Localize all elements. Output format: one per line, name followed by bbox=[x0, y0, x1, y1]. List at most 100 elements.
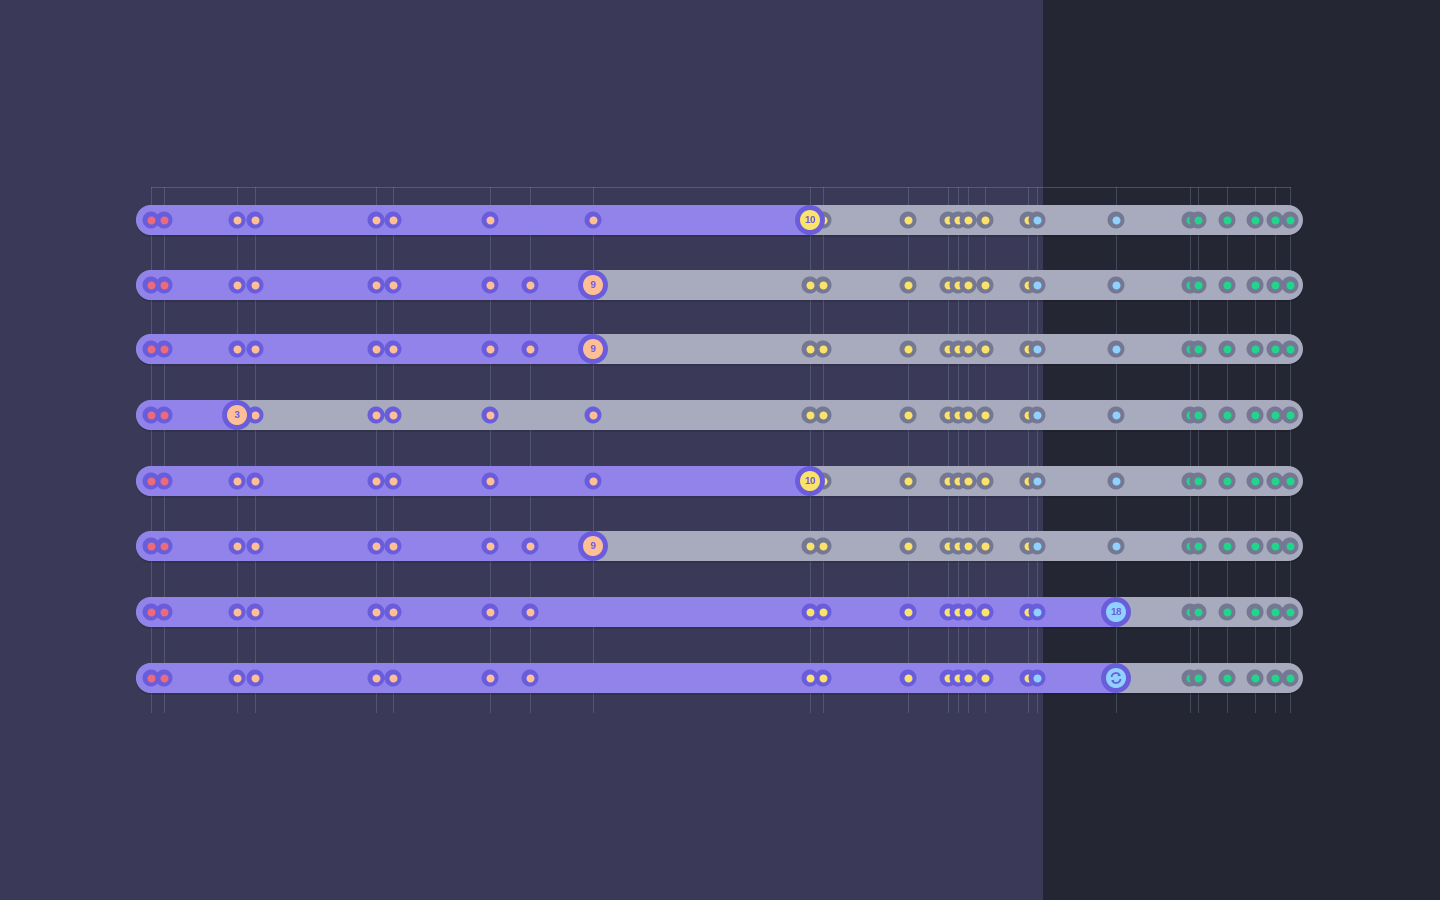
peach-milestone-dot[interactable] bbox=[367, 537, 385, 555]
green-milestone-dot[interactable] bbox=[1246, 669, 1264, 687]
red-milestone-dot[interactable] bbox=[142, 537, 160, 555]
green-milestone-dot[interactable] bbox=[1281, 340, 1299, 358]
peach-milestone-dot[interactable] bbox=[584, 211, 602, 229]
peach-milestone-dot[interactable] bbox=[384, 406, 402, 424]
peach-milestone-dot[interactable] bbox=[481, 472, 499, 490]
current-step-badge[interactable]: 9 bbox=[578, 334, 608, 364]
green-milestone-dot[interactable] bbox=[1266, 276, 1284, 294]
yellow-milestone-dot[interactable] bbox=[976, 537, 994, 555]
peach-milestone-dot[interactable] bbox=[367, 406, 385, 424]
yellow-milestone-dot[interactable] bbox=[801, 669, 819, 687]
green-milestone-dot[interactable] bbox=[1246, 537, 1264, 555]
current-step-badge[interactable]: 10 bbox=[795, 466, 825, 496]
red-milestone-dot[interactable] bbox=[142, 211, 160, 229]
peach-milestone-dot[interactable] bbox=[521, 276, 539, 294]
blue-milestone-dot[interactable] bbox=[1028, 340, 1046, 358]
peach-milestone-dot[interactable] bbox=[367, 603, 385, 621]
red-milestone-dot[interactable] bbox=[155, 537, 173, 555]
green-milestone-dot[interactable] bbox=[1218, 276, 1236, 294]
current-step-badge[interactable] bbox=[1101, 663, 1131, 693]
current-step-badge[interactable]: 9 bbox=[578, 531, 608, 561]
yellow-milestone-dot[interactable] bbox=[801, 276, 819, 294]
blue-milestone-dot[interactable] bbox=[1028, 603, 1046, 621]
red-milestone-dot[interactable] bbox=[155, 406, 173, 424]
red-milestone-dot[interactable] bbox=[142, 276, 160, 294]
current-step-badge[interactable]: 18 bbox=[1101, 597, 1131, 627]
yellow-milestone-dot[interactable] bbox=[959, 340, 977, 358]
green-milestone-dot[interactable] bbox=[1218, 669, 1236, 687]
green-milestone-dot[interactable] bbox=[1281, 406, 1299, 424]
green-milestone-dot[interactable] bbox=[1189, 472, 1207, 490]
peach-milestone-dot[interactable] bbox=[481, 537, 499, 555]
yellow-milestone-dot[interactable] bbox=[959, 406, 977, 424]
peach-milestone-dot[interactable] bbox=[521, 340, 539, 358]
red-milestone-dot[interactable] bbox=[142, 340, 160, 358]
yellow-milestone-dot[interactable] bbox=[976, 406, 994, 424]
green-milestone-dot[interactable] bbox=[1246, 406, 1264, 424]
red-milestone-dot[interactable] bbox=[155, 472, 173, 490]
progress-row[interactable]: 10 bbox=[136, 205, 1303, 235]
yellow-milestone-dot[interactable] bbox=[976, 211, 994, 229]
yellow-milestone-dot[interactable] bbox=[959, 276, 977, 294]
blue-milestone-dot[interactable] bbox=[1028, 276, 1046, 294]
green-milestone-dot[interactable] bbox=[1189, 537, 1207, 555]
peach-milestone-dot[interactable] bbox=[384, 276, 402, 294]
peach-milestone-dot[interactable] bbox=[367, 669, 385, 687]
green-milestone-dot[interactable] bbox=[1218, 406, 1236, 424]
blue-milestone-dot[interactable] bbox=[1107, 472, 1125, 490]
peach-milestone-dot[interactable] bbox=[228, 211, 246, 229]
blue-milestone-dot[interactable] bbox=[1107, 276, 1125, 294]
red-milestone-dot[interactable] bbox=[155, 211, 173, 229]
progress-row[interactable]: 9 bbox=[136, 334, 1303, 364]
green-milestone-dot[interactable] bbox=[1266, 537, 1284, 555]
red-milestone-dot[interactable] bbox=[142, 669, 160, 687]
peach-milestone-dot[interactable] bbox=[521, 537, 539, 555]
peach-milestone-dot[interactable] bbox=[367, 472, 385, 490]
blue-milestone-dot[interactable] bbox=[1028, 537, 1046, 555]
red-milestone-dot[interactable] bbox=[142, 406, 160, 424]
green-milestone-dot[interactable] bbox=[1281, 669, 1299, 687]
peach-milestone-dot[interactable] bbox=[246, 340, 264, 358]
peach-milestone-dot[interactable] bbox=[521, 603, 539, 621]
progress-row[interactable]: 18 bbox=[136, 597, 1303, 627]
blue-milestone-dot[interactable] bbox=[1028, 211, 1046, 229]
green-milestone-dot[interactable] bbox=[1246, 276, 1264, 294]
green-milestone-dot[interactable] bbox=[1189, 603, 1207, 621]
yellow-milestone-dot[interactable] bbox=[976, 472, 994, 490]
peach-milestone-dot[interactable] bbox=[246, 603, 264, 621]
green-milestone-dot[interactable] bbox=[1281, 603, 1299, 621]
peach-milestone-dot[interactable] bbox=[481, 406, 499, 424]
peach-milestone-dot[interactable] bbox=[246, 537, 264, 555]
peach-milestone-dot[interactable] bbox=[384, 472, 402, 490]
yellow-milestone-dot[interactable] bbox=[801, 603, 819, 621]
yellow-milestone-dot[interactable] bbox=[814, 276, 832, 294]
peach-milestone-dot[interactable] bbox=[228, 340, 246, 358]
green-milestone-dot[interactable] bbox=[1189, 406, 1207, 424]
blue-milestone-dot[interactable] bbox=[1028, 669, 1046, 687]
peach-milestone-dot[interactable] bbox=[228, 472, 246, 490]
green-milestone-dot[interactable] bbox=[1189, 669, 1207, 687]
blue-milestone-dot[interactable] bbox=[1107, 211, 1125, 229]
peach-milestone-dot[interactable] bbox=[367, 340, 385, 358]
progress-row[interactable]: 9 bbox=[136, 270, 1303, 300]
peach-milestone-dot[interactable] bbox=[481, 340, 499, 358]
yellow-milestone-dot[interactable] bbox=[814, 537, 832, 555]
yellow-milestone-dot[interactable] bbox=[801, 340, 819, 358]
yellow-milestone-dot[interactable] bbox=[899, 211, 917, 229]
green-milestone-dot[interactable] bbox=[1266, 211, 1284, 229]
peach-milestone-dot[interactable] bbox=[367, 276, 385, 294]
peach-milestone-dot[interactable] bbox=[384, 211, 402, 229]
peach-milestone-dot[interactable] bbox=[481, 669, 499, 687]
yellow-milestone-dot[interactable] bbox=[976, 276, 994, 294]
green-milestone-dot[interactable] bbox=[1189, 211, 1207, 229]
peach-milestone-dot[interactable] bbox=[584, 406, 602, 424]
yellow-milestone-dot[interactable] bbox=[976, 603, 994, 621]
green-milestone-dot[interactable] bbox=[1218, 603, 1236, 621]
yellow-milestone-dot[interactable] bbox=[814, 603, 832, 621]
current-step-badge[interactable]: 10 bbox=[795, 205, 825, 235]
blue-milestone-dot[interactable] bbox=[1107, 406, 1125, 424]
progress-row[interactable]: 9 bbox=[136, 531, 1303, 561]
current-step-badge[interactable]: 9 bbox=[578, 270, 608, 300]
green-milestone-dot[interactable] bbox=[1266, 340, 1284, 358]
peach-milestone-dot[interactable] bbox=[228, 603, 246, 621]
